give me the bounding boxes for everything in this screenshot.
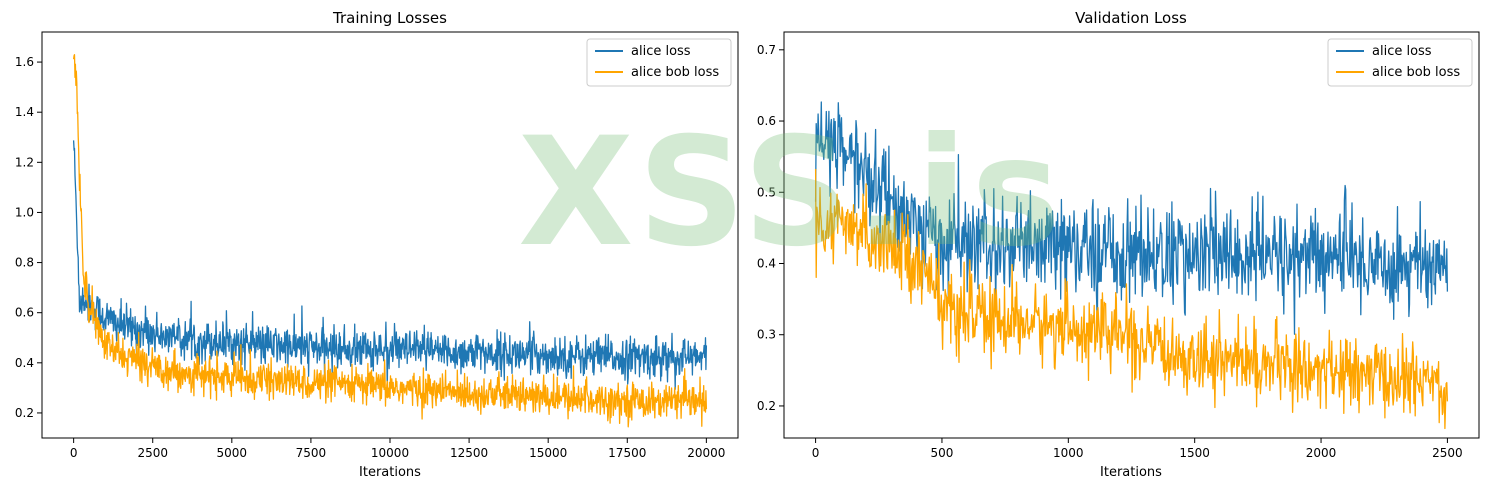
training-losses-ytick-label: 0.2	[15, 406, 34, 420]
validation-loss-title: Validation Loss	[1075, 9, 1187, 27]
training-losses-series-alice-loss	[72, 140, 708, 392]
training-losses-xtick-label: 12500	[450, 446, 488, 460]
validation-loss-yticks: 0.2 0.3 0.4 0.5 0.6 0.7	[757, 43, 784, 413]
validation-loss-xtick-label: 2500	[1432, 446, 1463, 460]
validation-loss-xtick-label: 2000	[1306, 446, 1337, 460]
training-losses-xtick-label: 15000	[529, 446, 567, 460]
validation-loss-xtick-label: 1500	[1179, 446, 1210, 460]
training-losses-xtick-label: 0	[70, 446, 78, 460]
training-losses-ytick-label: 1.6	[15, 55, 34, 69]
legend-label-alice-bob-loss: alice bob loss	[1372, 65, 1460, 80]
training-losses-series-alice-bob-loss	[72, 54, 708, 428]
validation-loss-xticks: 0 500 1000 1500 2000 2500	[812, 438, 1463, 460]
training-losses-xtick-label: 5000	[217, 446, 248, 460]
training-losses-ytick-label: 0.4	[15, 356, 34, 370]
training-losses-xlabel: Iterations	[359, 465, 421, 480]
validation-loss-ytick-label: 0.7	[757, 43, 776, 57]
training-losses-xtick-label: 7500	[296, 446, 327, 460]
validation-loss-xtick-label: 1000	[1053, 446, 1084, 460]
legend-label-alice-loss: alice loss	[631, 44, 691, 59]
training-losses-ytick-label: 0.6	[15, 306, 34, 320]
validation-loss-xtick-label: 500	[931, 446, 954, 460]
training-losses-ytick-label: 0.8	[15, 256, 34, 270]
validation-loss-xtick-label: 0	[812, 446, 820, 460]
training-losses-xtick-label: 2500	[137, 446, 168, 460]
training-losses-xtick-label: 10000	[371, 446, 409, 460]
training-losses-chart: Training Losses 0 2500 5000 7500 10000 12500 1…	[15, 9, 739, 480]
validation-loss-series-alice-bob-loss	[814, 168, 1449, 430]
training-losses-series	[72, 54, 708, 428]
training-losses-ytick-label: 1.2	[15, 155, 34, 169]
training-losses-xticks: 0 2500 5000 7500 10000 12500 15000 17500 20000	[70, 438, 725, 460]
training-losses-ytick-label: 1.0	[15, 205, 34, 219]
training-losses-ytick-label: 1.4	[15, 105, 34, 119]
validation-loss-ytick-label: 0.3	[757, 328, 776, 342]
validation-loss-chart: Validation Loss 0 500 1000 1500 2000 2500 0.2…	[757, 9, 1480, 480]
training-losses-yticks: 0.2 0.4 0.6 0.8 1.0 1.2 1.4 1.6	[15, 55, 42, 420]
training-losses-title: Training Losses	[332, 9, 447, 27]
validation-loss-ytick-label: 0.5	[757, 185, 776, 199]
validation-loss-axes-frame	[783, 31, 1480, 439]
training-losses-xtick-label: 17500	[608, 446, 646, 460]
validation-loss-ytick-label: 0.4	[757, 256, 776, 270]
training-losses-xtick-label: 20000	[687, 446, 725, 460]
legend-label-alice-loss: alice loss	[1372, 44, 1432, 59]
validation-loss-ytick-label: 0.6	[757, 114, 776, 128]
validation-loss-legend: alice loss alice bob loss	[1327, 38, 1473, 87]
validation-loss-series-alice-loss	[814, 101, 1449, 335]
validation-loss-series	[814, 101, 1449, 430]
validation-loss-ytick-label: 0.2	[757, 399, 776, 413]
legend-label-alice-bob-loss: alice bob loss	[631, 65, 719, 80]
validation-loss-xlabel: Iterations	[1100, 465, 1162, 480]
training-losses-legend: alice loss alice bob loss	[586, 38, 732, 87]
